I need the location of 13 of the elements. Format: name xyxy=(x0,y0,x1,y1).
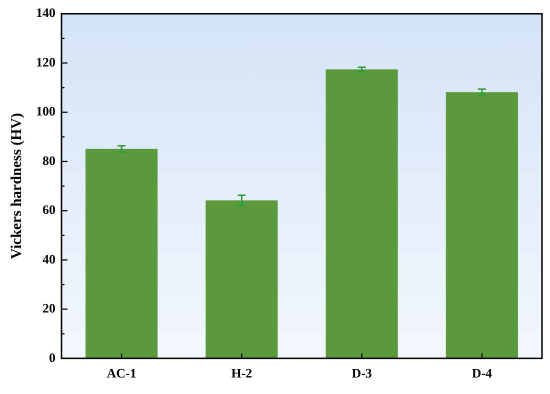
x-tick-label: AC-1 xyxy=(106,366,136,381)
y-tick-label: 80 xyxy=(42,152,56,168)
y-tick-label: 40 xyxy=(42,251,56,266)
y-tick-label: 140 xyxy=(36,5,56,20)
y-axis-title: Vickers hardness (HV) xyxy=(8,113,25,260)
y-tick-label: 100 xyxy=(36,104,56,119)
x-tick-label: D-3 xyxy=(352,366,372,381)
y-tick-label: 60 xyxy=(42,202,56,218)
x-tick-label: H-2 xyxy=(231,366,252,381)
y-tick-label: 0 xyxy=(49,350,56,365)
y-tick-label: 120 xyxy=(36,54,56,70)
x-tick-label: D-4 xyxy=(472,366,493,381)
y-tick-label: 20 xyxy=(42,300,56,316)
